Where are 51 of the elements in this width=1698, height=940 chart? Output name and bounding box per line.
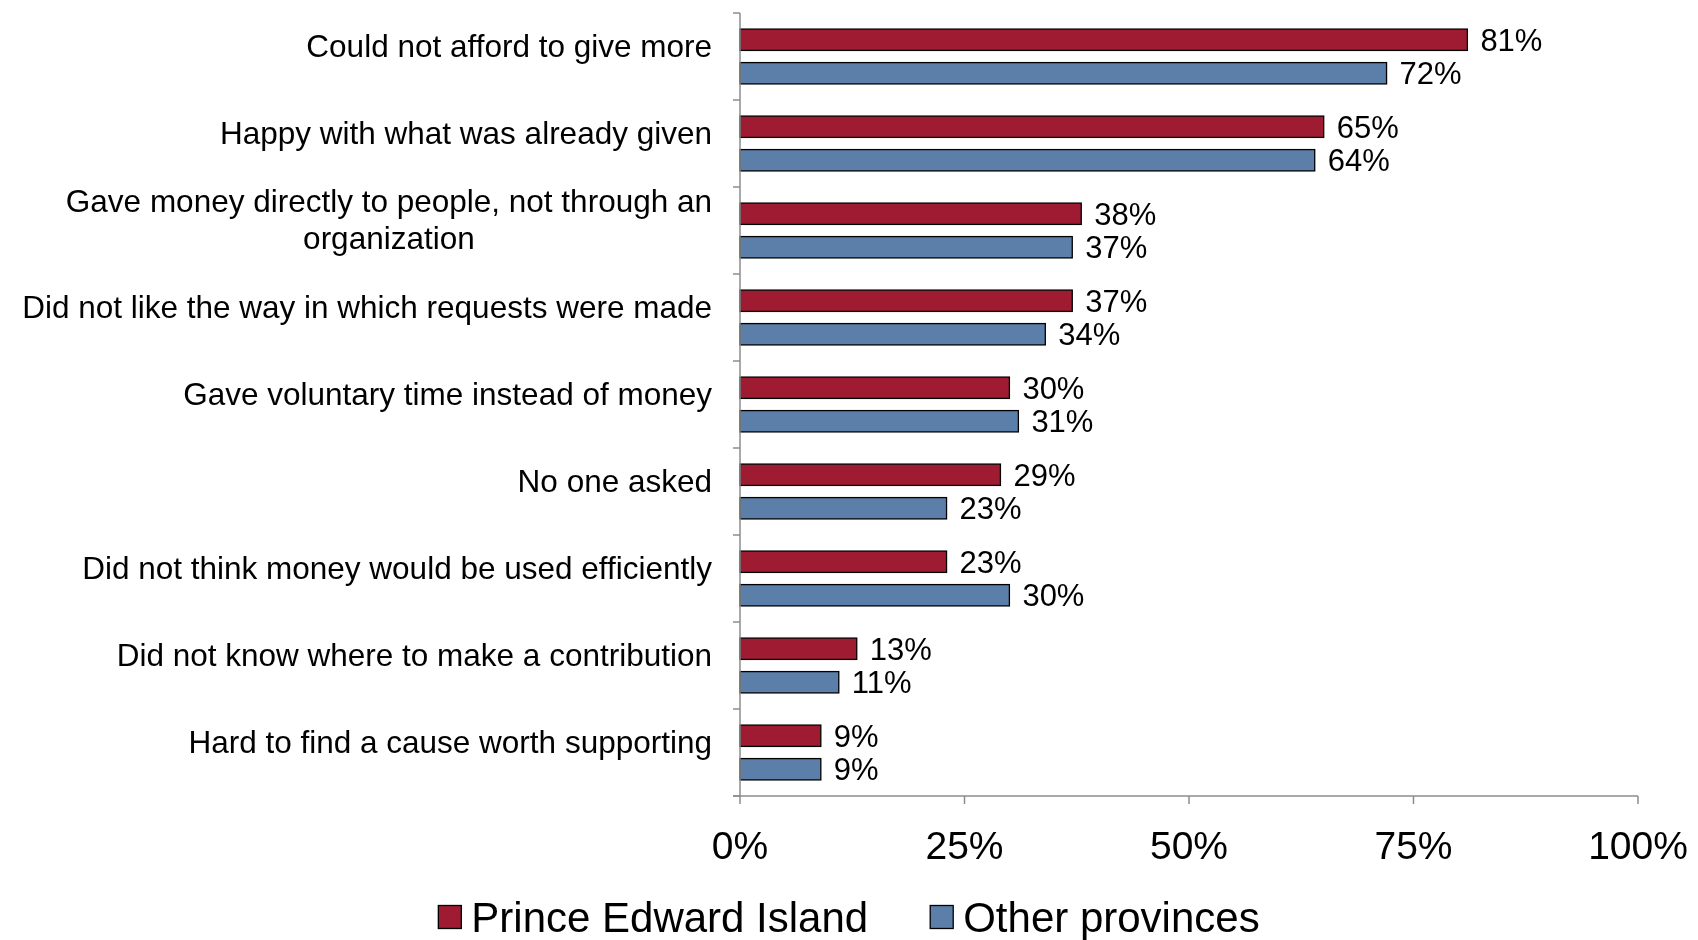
x-tick-label: 25% <box>925 824 1004 868</box>
bar <box>739 550 948 574</box>
data-label: 64% <box>1327 143 1390 179</box>
data-label: 9% <box>833 718 879 754</box>
bar <box>739 148 1316 172</box>
data-label: 23% <box>959 491 1022 527</box>
data-label: 13% <box>869 631 932 667</box>
y-tick-label: Gave voluntary time instead of money <box>183 375 713 412</box>
y-tick-label: Hard to find a cause worth supporting <box>188 723 713 760</box>
x-tick-label: 100% <box>1588 824 1688 868</box>
data-label: 72% <box>1399 56 1462 92</box>
bar <box>739 322 1046 346</box>
y-tick-label: Happy with what was already given <box>219 114 713 151</box>
bar <box>739 724 822 748</box>
bar <box>739 235 1073 259</box>
bar <box>739 115 1325 139</box>
bar <box>739 583 1011 607</box>
x-tick-label: 75% <box>1374 824 1453 868</box>
bar <box>739 289 1073 313</box>
data-label: 38% <box>1094 196 1157 232</box>
bar <box>739 61 1388 85</box>
bar <box>739 463 1002 487</box>
data-label: 29% <box>1013 457 1076 493</box>
data-label: 23% <box>959 544 1022 580</box>
y-tick-label: No one asked <box>517 462 712 499</box>
bar <box>739 637 858 661</box>
data-label: 37% <box>1085 283 1148 319</box>
bar <box>739 496 948 520</box>
data-label: 9% <box>833 752 879 788</box>
bar <box>739 757 822 781</box>
bar <box>739 409 1020 433</box>
data-label: 31% <box>1031 404 1094 440</box>
data-label: 11% <box>851 665 912 701</box>
data-label: 30% <box>1022 370 1085 406</box>
y-tick-label: Did not like the way in which requests were made <box>22 288 713 325</box>
y-tick-label: Could not afford to give more <box>306 27 712 64</box>
y-tick-label: Did not know where to make a contribution <box>116 636 713 673</box>
legend-label: Prince Edward Island <box>471 894 869 940</box>
bar <box>739 376 1011 400</box>
bar <box>739 202 1082 226</box>
data-label: 30% <box>1022 578 1085 614</box>
bar <box>739 670 840 694</box>
y-tick-label: Did not think money would be used efficiently <box>82 549 713 586</box>
data-label: 34% <box>1058 317 1121 353</box>
x-tick-label: 0% <box>711 824 769 868</box>
y-tick-label: Gave money directly to people, not through an organization <box>65 183 712 256</box>
x-tick-label: 50% <box>1149 824 1229 868</box>
data-label: 37% <box>1085 230 1148 266</box>
data-label: 65% <box>1336 109 1399 145</box>
data-label: 81% <box>1480 22 1543 58</box>
bar <box>739 28 1469 52</box>
